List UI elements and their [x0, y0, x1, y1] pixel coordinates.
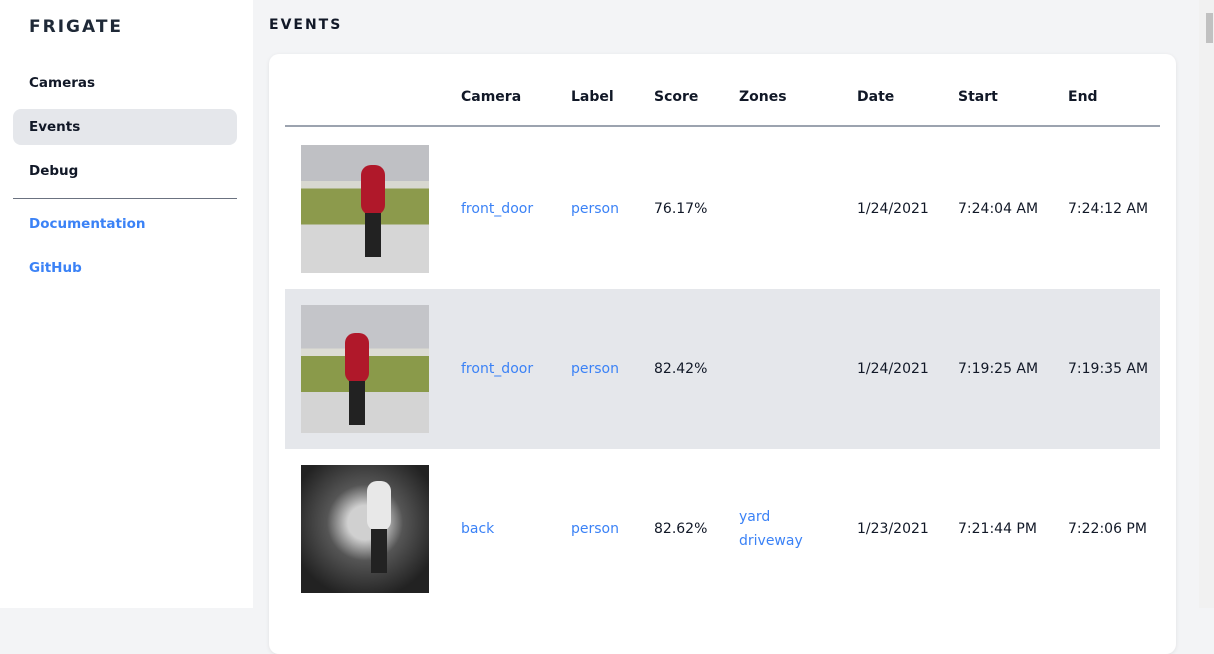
- score-cell: 82.62%: [654, 521, 708, 537]
- camera-link[interactable]: front_door: [461, 361, 534, 377]
- start-cell: 7:24:04 AM: [958, 201, 1039, 217]
- column-label: Label: [571, 89, 614, 105]
- label-link[interactable]: person: [571, 201, 619, 217]
- zone-link[interactable]: yard: [739, 509, 771, 525]
- page-title: EVENTS: [269, 17, 343, 33]
- table-header: Camera Label Score Zones Date Start End: [285, 54, 1160, 127]
- sidebar-item-events[interactable]: Events: [13, 109, 237, 145]
- scrollbar-thumb[interactable]: [1206, 13, 1213, 43]
- date-cell: 1/24/2021: [857, 201, 929, 217]
- scrollbar[interactable]: [1199, 0, 1214, 608]
- date-cell: 1/23/2021: [857, 521, 929, 537]
- column-end: End: [1068, 89, 1098, 105]
- label-link[interactable]: person: [571, 361, 619, 377]
- sidebar-divider: [13, 198, 237, 199]
- zones-cell: yard driveway: [739, 505, 803, 553]
- sidebar-link-github[interactable]: GitHub: [29, 260, 82, 276]
- sidebar-link-documentation[interactable]: Documentation: [29, 216, 146, 232]
- column-camera: Camera: [461, 89, 522, 105]
- event-thumbnail[interactable]: [301, 305, 429, 433]
- column-zones: Zones: [739, 89, 787, 105]
- camera-link[interactable]: front_door: [461, 201, 534, 217]
- app-logo: FRIGATE: [29, 17, 124, 37]
- zone-link[interactable]: driveway: [739, 533, 803, 549]
- event-thumbnail[interactable]: [301, 465, 429, 593]
- table-row[interactable]: front_door person 82.42% 1/24/2021 7:19:…: [285, 289, 1160, 449]
- sidebar-item-debug[interactable]: Debug: [29, 163, 79, 179]
- table-row[interactable]: back person 82.62% yard driveway 1/23/202…: [285, 449, 1160, 609]
- score-cell: 76.17%: [654, 201, 708, 217]
- end-cell: 7:24:12 AM: [1068, 201, 1149, 217]
- sidebar-item-cameras[interactable]: Cameras: [29, 75, 96, 91]
- label-link[interactable]: person: [571, 521, 619, 537]
- camera-link[interactable]: back: [461, 521, 495, 537]
- end-cell: 7:22:06 PM: [1068, 521, 1147, 537]
- start-cell: 7:21:44 PM: [958, 521, 1037, 537]
- events-table: Camera Label Score Zones Date Start End …: [269, 54, 1176, 654]
- score-cell: 82.42%: [654, 361, 708, 377]
- start-cell: 7:19:25 AM: [958, 361, 1039, 377]
- column-start: Start: [958, 89, 998, 105]
- end-cell: 7:19:35 AM: [1068, 361, 1149, 377]
- sidebar: FRIGATE Cameras Events Debug Documentati…: [0, 0, 253, 608]
- date-cell: 1/24/2021: [857, 361, 929, 377]
- column-date: Date: [857, 89, 895, 105]
- main-content: EVENTS Camera Label Score Zones Date Sta…: [253, 0, 1199, 654]
- table-row[interactable]: front_door person 76.17% 1/24/2021 7:24:…: [285, 129, 1160, 289]
- column-score: Score: [654, 89, 699, 105]
- event-thumbnail[interactable]: [301, 145, 429, 273]
